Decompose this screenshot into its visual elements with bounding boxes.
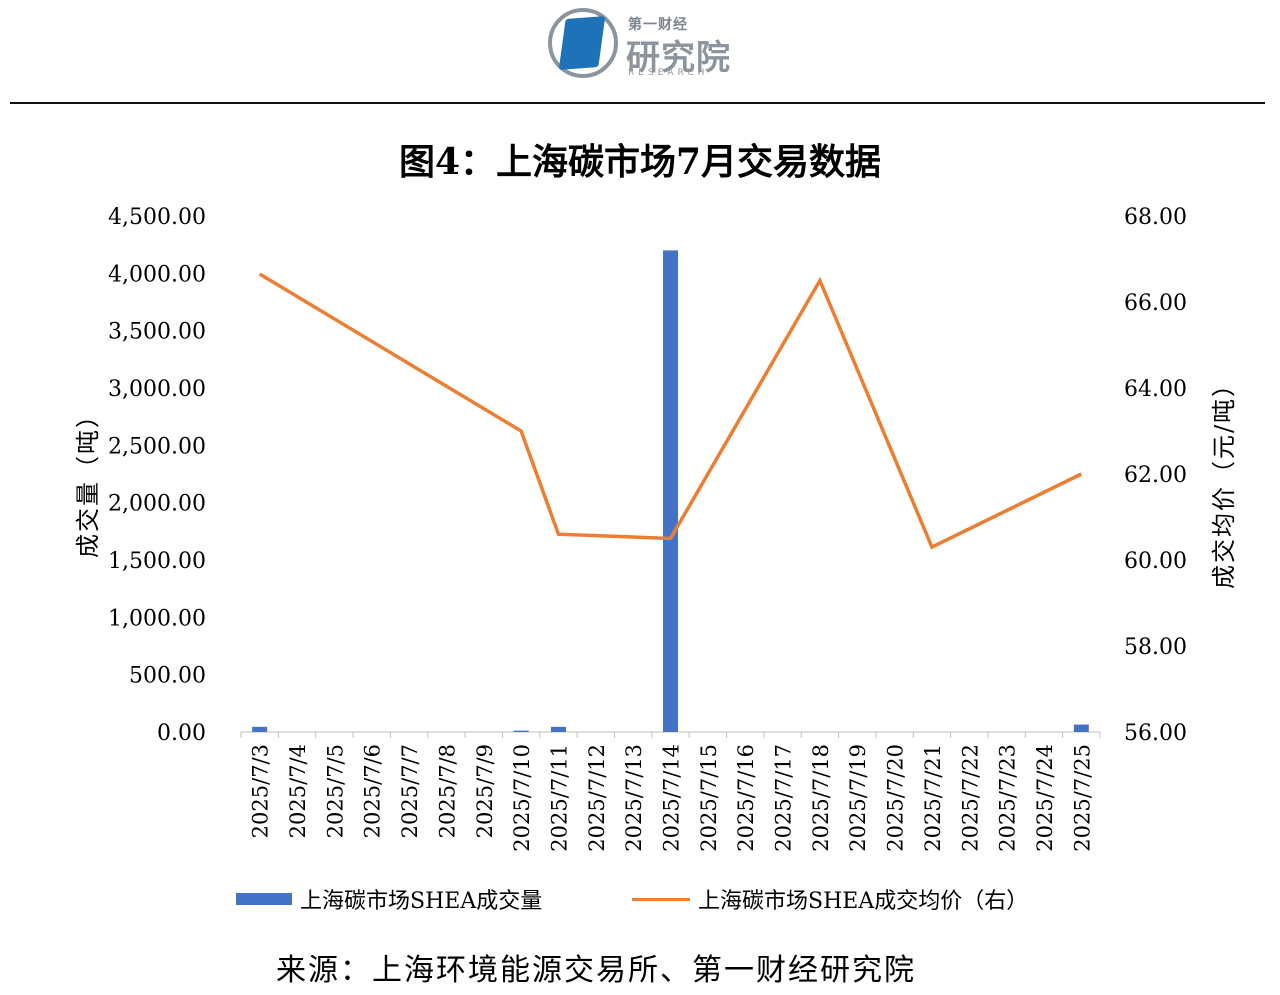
x-tick-label: 2025/7/14 <box>660 744 684 852</box>
y-left-tick-label: 1,500.00 <box>108 549 206 574</box>
y-right-tick-label: 64.00 <box>1124 377 1187 402</box>
research-logo: 第一财经 研究院 RESEARCH <box>548 6 738 78</box>
x-tick-label: 2025/7/19 <box>846 744 870 852</box>
logo-ring-icon <box>548 8 618 78</box>
legend-label-volume: 上海碳市场SHEA成交量 <box>300 889 543 914</box>
x-tick-label: 2025/7/7 <box>398 744 422 838</box>
legend-item-price: 上海碳市场SHEA成交均价（右） <box>632 884 1028 914</box>
y-left-tick-label: 2,000.00 <box>108 492 206 517</box>
logo-main-text: 研究院 <box>626 38 731 78</box>
x-tick-label: 2025/7/3 <box>249 744 273 838</box>
legend-item-volume: 上海碳市场SHEA成交量 <box>236 884 542 914</box>
x-tick-label: 2025/7/23 <box>996 744 1020 852</box>
x-tick-label: 2025/7/6 <box>361 744 385 838</box>
y-left-tick-label: 4,000.00 <box>108 262 206 287</box>
x-tick-label: 2025/7/12 <box>585 744 609 852</box>
y-left-tick-label: 1,000.00 <box>108 606 206 631</box>
legend-bar-swatch <box>236 893 292 905</box>
x-tick-label: 2025/7/25 <box>1070 744 1094 852</box>
x-tick-label: 2025/7/8 <box>435 744 459 838</box>
x-tick-label: 2025/7/4 <box>286 744 310 838</box>
x-tick-label: 2025/7/10 <box>510 744 534 852</box>
y-right-tick-label: 58.00 <box>1124 635 1187 660</box>
x-tick-label: 2025/7/20 <box>884 744 908 852</box>
x-tick-label: 2025/7/15 <box>697 744 721 852</box>
y-right-axis-title: 成交均价（元/吨） <box>1210 371 1238 589</box>
y-left-axis-title: 成交量（吨） <box>74 402 102 558</box>
x-tick-label: 2025/7/9 <box>473 744 497 838</box>
y-left-tick-label: 500.00 <box>129 664 206 689</box>
x-tick-label: 2025/7/13 <box>622 744 646 852</box>
y-left-tick-label: 3,000.00 <box>108 377 206 402</box>
x-tick-label: 2025/7/18 <box>809 744 833 852</box>
legend-line-swatch <box>632 897 690 901</box>
y-right-tick-label: 56.00 <box>1124 721 1187 746</box>
y-right-tick-label: 62.00 <box>1124 463 1187 488</box>
bar-volume <box>663 250 678 732</box>
bar-volume <box>513 730 529 732</box>
bar-volume <box>252 726 268 732</box>
x-tick-label: 2025/7/21 <box>921 744 945 852</box>
x-tick-label: 2025/7/11 <box>547 744 571 852</box>
logo-sub-text: RESEARCH <box>628 68 709 78</box>
y-right-tick-label: 68.00 <box>1124 205 1187 230</box>
x-tick-label: 2025/7/16 <box>734 744 758 852</box>
logo-top-text: 第一财经 <box>628 17 688 33</box>
header-divider <box>10 102 1265 104</box>
y-left-tick-label: 0.00 <box>157 721 206 746</box>
y-right-tick-label: 60.00 <box>1124 549 1187 574</box>
y-left-tick-label: 2,500.00 <box>108 434 206 459</box>
x-tick-label: 2025/7/22 <box>958 744 982 852</box>
source-note: 来源：上海环境能源交易所、第一财经研究院 <box>276 953 916 988</box>
chart-title: 图4：上海碳市场7月交易数据 <box>398 141 882 183</box>
y-right-tick-label: 66.00 <box>1124 291 1187 316</box>
legend-label-price: 上海碳市场SHEA成交均价（右） <box>698 889 1029 914</box>
x-tick-label: 2025/7/5 <box>323 744 347 838</box>
y-left-tick-label: 4,500.00 <box>108 205 206 230</box>
y-left-tick-label: 3,500.00 <box>108 320 206 345</box>
bar-volume <box>1073 724 1089 732</box>
x-tick-label: 2025/7/17 <box>772 744 796 852</box>
bar-volume <box>550 726 566 732</box>
x-tick-label: 2025/7/24 <box>1033 744 1057 852</box>
